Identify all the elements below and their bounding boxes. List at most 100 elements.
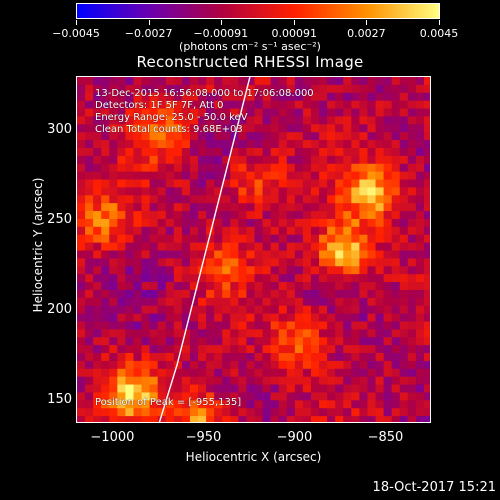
heatmap-cell bbox=[141, 376, 151, 386]
heatmap-cell bbox=[375, 392, 385, 401]
heatmap-cell bbox=[343, 368, 352, 378]
heatmap-cell bbox=[238, 124, 248, 133]
heatmap-cell bbox=[141, 321, 151, 330]
heatmap-cell bbox=[133, 124, 143, 133]
heatmap-image bbox=[77, 77, 430, 422]
heatmap-cell bbox=[157, 171, 167, 181]
heatmap-cell bbox=[286, 211, 296, 220]
heatmap-cell bbox=[173, 321, 183, 330]
heatmap-cell bbox=[278, 345, 288, 354]
heatmap-cell bbox=[407, 108, 417, 118]
heatmap-cell bbox=[351, 337, 360, 346]
heatmap-cell bbox=[206, 140, 215, 149]
heatmap-cell bbox=[157, 226, 167, 236]
heatmap-cell bbox=[391, 360, 401, 370]
heatmap-cell bbox=[391, 282, 401, 291]
heatmap-cell bbox=[85, 416, 94, 422]
heatmap-cell bbox=[375, 132, 385, 141]
heatmap-cell bbox=[181, 147, 191, 157]
heatmap-cell bbox=[310, 400, 320, 409]
heatmap-cell bbox=[327, 337, 336, 346]
heatmap-cell bbox=[310, 203, 320, 212]
heatmap-cell bbox=[101, 337, 110, 346]
heatmap-cell bbox=[310, 274, 320, 283]
heatmap-cell bbox=[343, 77, 352, 86]
heatmap-cell bbox=[270, 313, 280, 323]
heatmap-cell bbox=[351, 329, 360, 338]
heatmap-cell bbox=[206, 266, 215, 275]
heatmap-cell bbox=[214, 218, 223, 228]
heatmap-cell bbox=[399, 250, 409, 259]
heatmap-cell bbox=[238, 116, 248, 125]
heatmap-cell bbox=[286, 368, 296, 378]
heatmap-cell bbox=[286, 179, 296, 189]
heatmap-cell bbox=[294, 203, 304, 212]
heatmap-cell bbox=[375, 384, 385, 394]
heatmap-cell bbox=[246, 132, 256, 141]
heatmap-cell bbox=[254, 345, 264, 354]
heatmap-cell bbox=[254, 400, 264, 409]
heatmap-cell bbox=[383, 305, 393, 315]
heatmap-cell bbox=[294, 218, 304, 228]
heatmap-cell bbox=[278, 297, 288, 307]
heatmap-cell bbox=[391, 211, 401, 220]
heatmap-cell bbox=[246, 384, 256, 394]
heatmap-cell bbox=[286, 77, 296, 86]
heatmap-cell bbox=[246, 313, 256, 323]
heatmap-cell bbox=[310, 179, 320, 189]
heatmap-cell bbox=[310, 84, 320, 94]
heatmap-cell bbox=[375, 108, 385, 118]
heatmap-cell bbox=[294, 289, 304, 299]
heatmap-cell bbox=[198, 376, 207, 386]
heatmap-cell bbox=[335, 400, 344, 409]
heatmap-cell bbox=[117, 147, 127, 157]
heatmap-cell bbox=[125, 195, 135, 204]
heatmap-cell bbox=[157, 392, 167, 401]
heatmap-cell bbox=[407, 353, 417, 362]
heatmap-cell bbox=[165, 77, 175, 86]
heatmap-cell bbox=[149, 108, 159, 118]
heatmap-cell bbox=[238, 179, 248, 189]
heatmap-cell bbox=[93, 329, 102, 338]
heatmap-cell bbox=[367, 234, 377, 244]
heatmap-cell bbox=[77, 179, 86, 189]
heatmap-cell bbox=[327, 171, 336, 181]
heatmap-cell bbox=[415, 234, 425, 244]
heatmap-cell bbox=[359, 234, 369, 244]
heatmap-cell bbox=[181, 400, 191, 409]
heatmap-cell bbox=[246, 258, 256, 267]
heatmap-cell bbox=[367, 124, 377, 133]
heatmap-cell bbox=[93, 305, 102, 315]
heatmap-cell bbox=[327, 266, 336, 275]
heatmap-cell bbox=[359, 416, 369, 422]
heatmap-cell bbox=[254, 116, 264, 125]
heatmap-cell bbox=[423, 116, 430, 125]
heatmap-cell bbox=[173, 345, 183, 354]
heatmap-cell bbox=[294, 258, 304, 267]
heatmap-cell bbox=[383, 100, 393, 110]
heatmap-cell bbox=[238, 140, 248, 149]
heatmap-cell bbox=[294, 313, 304, 323]
heatmap-cell bbox=[286, 282, 296, 291]
heatmap-cell bbox=[149, 321, 159, 330]
heatmap-cell bbox=[206, 408, 215, 417]
heatmap-cell bbox=[181, 416, 191, 422]
heatmap-cell bbox=[206, 132, 215, 141]
heatmap-cell bbox=[206, 274, 215, 283]
heatmap-cell bbox=[222, 124, 231, 133]
heatmap-cell bbox=[391, 250, 401, 259]
heatmap-cell bbox=[85, 92, 94, 102]
heatmap-cell bbox=[173, 108, 183, 118]
heatmap-cell bbox=[286, 84, 296, 94]
heatmap-cell bbox=[141, 416, 151, 422]
heatmap-cell bbox=[141, 266, 151, 275]
heatmap-cell bbox=[198, 132, 207, 141]
heatmap-cell bbox=[85, 124, 94, 133]
heatmap-cell bbox=[109, 92, 118, 102]
heatmap-cell bbox=[85, 195, 94, 204]
heatmap-cell bbox=[278, 179, 288, 189]
heatmap-cell bbox=[206, 203, 215, 212]
heatmap-cell bbox=[117, 313, 127, 323]
heatmap-cell bbox=[302, 282, 312, 291]
heatmap-cell bbox=[407, 408, 417, 417]
